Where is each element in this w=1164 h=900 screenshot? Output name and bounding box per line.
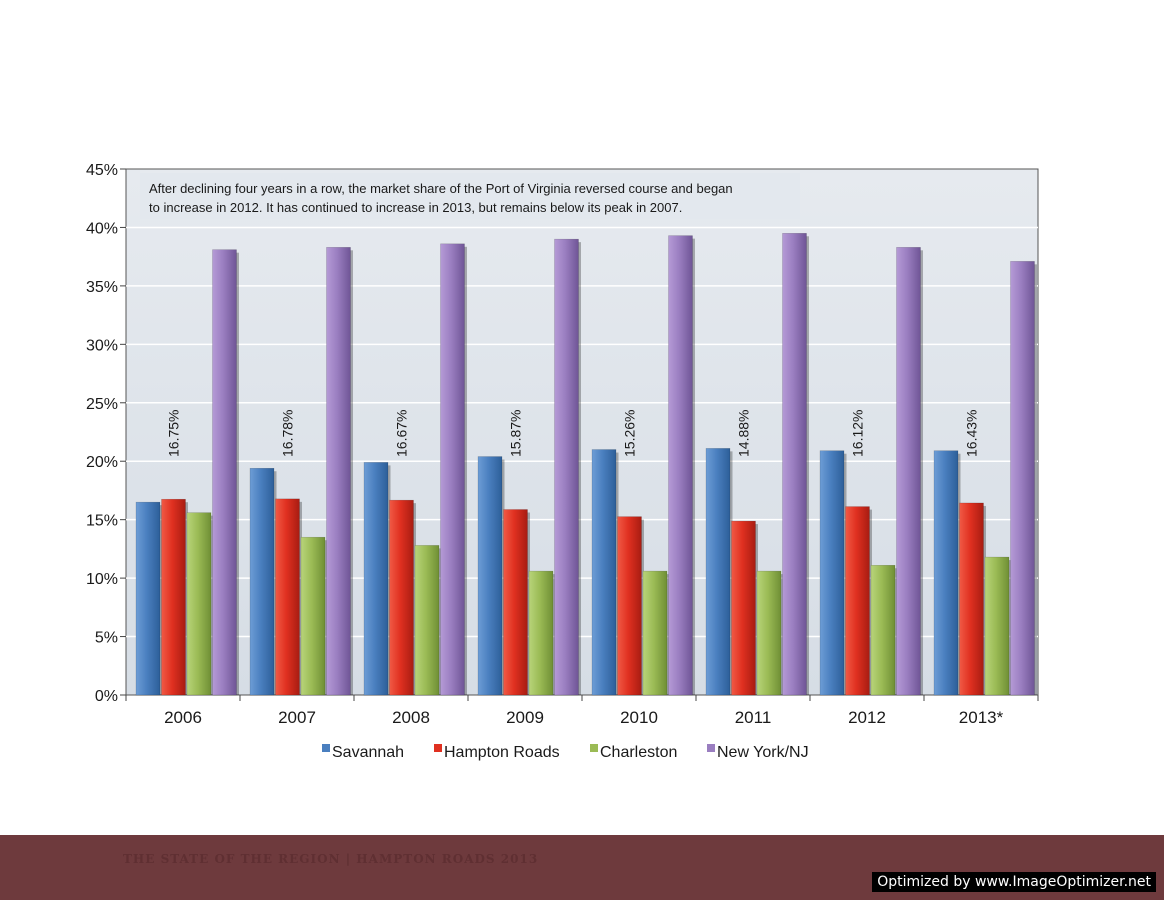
- legend: Savannah Hampton Roads Charleston New York/…: [322, 744, 809, 761]
- x-tick-label: 2011: [735, 708, 772, 727]
- data-label: 14.88%: [736, 410, 752, 457]
- bar: [212, 249, 237, 696]
- bar: [642, 570, 668, 696]
- bars: [135, 233, 1037, 696]
- y-tick-label: 25%: [86, 396, 118, 413]
- bar: [959, 502, 984, 696]
- data-label: 16.12%: [850, 410, 866, 457]
- x-tick-label: 2012: [848, 708, 886, 727]
- y-tick-label: 40%: [86, 220, 118, 237]
- bar: [731, 520, 756, 696]
- bar: [414, 545, 440, 696]
- x-tick-label: 2007: [278, 708, 316, 727]
- legend-swatch: [322, 744, 330, 752]
- bar: [896, 247, 921, 696]
- bar: [668, 235, 693, 696]
- x-tick-label: 2009: [506, 708, 544, 727]
- annotation-box: [140, 173, 800, 219]
- bar: [617, 516, 642, 696]
- bar: [326, 247, 351, 696]
- bar: [389, 499, 414, 696]
- y-tick-label: 10%: [86, 571, 118, 588]
- bar: [135, 501, 161, 696]
- bar: [845, 506, 870, 696]
- bar: [705, 448, 731, 696]
- y-tick-label: 5%: [95, 630, 118, 647]
- x-tick-label: 2010: [620, 708, 658, 727]
- bar: [161, 498, 186, 696]
- data-labels: 16.75% 16.78% 16.67% 15.87% 15.26% 14.88% 16.1…: [166, 410, 980, 457]
- bar: [249, 467, 275, 696]
- annotation-line-2: to increase in 2012. It has continued to…: [149, 200, 682, 215]
- bar: [300, 536, 326, 696]
- legend-label: Hampton Roads: [444, 744, 560, 761]
- bar: [933, 450, 959, 696]
- data-label: 15.87%: [508, 410, 524, 457]
- y-tick-label: 35%: [86, 279, 118, 296]
- x-tick-label: 2013*: [959, 708, 1004, 727]
- x-tick-label: 2008: [392, 708, 430, 727]
- bar: [554, 238, 579, 696]
- bar: [440, 243, 465, 696]
- bar: [819, 450, 845, 696]
- y-tick-label: 0%: [95, 688, 118, 705]
- footer-text: THE STATE OF THE REGION | HAMPTON ROADS …: [123, 852, 539, 866]
- y-tick-label: 20%: [86, 454, 118, 471]
- bar: [186, 512, 212, 696]
- bar: [477, 456, 503, 696]
- bar: [870, 565, 896, 696]
- y-tick-label: 30%: [86, 337, 118, 354]
- x-axis: 2006 2007 2008 2009 2010 2011 2012 2013*: [125, 695, 1039, 727]
- legend-label: Charleston: [600, 744, 677, 761]
- bar: [275, 498, 300, 696]
- bar: [591, 449, 617, 696]
- bar: [503, 509, 528, 696]
- legend-label: New York/NJ: [717, 744, 809, 761]
- data-label: 16.78%: [280, 410, 296, 457]
- bar: [363, 462, 389, 696]
- bar: [1010, 261, 1035, 696]
- watermark: Optimized by www.ImageOptimizer.net: [872, 872, 1156, 892]
- y-tick-label: 15%: [86, 513, 118, 530]
- x-tick-label: 2006: [164, 708, 202, 727]
- annotation-line-1: After declining four years in a row, the…: [149, 181, 733, 196]
- bar: [528, 570, 554, 696]
- data-label: 16.75%: [166, 410, 182, 457]
- legend-swatch: [590, 744, 598, 752]
- data-label: 16.43%: [964, 410, 980, 457]
- bar: [782, 233, 807, 696]
- legend-swatch: [707, 744, 715, 752]
- bar: [756, 570, 782, 696]
- data-label: 16.67%: [394, 410, 410, 457]
- data-label: 15.26%: [622, 410, 638, 457]
- chart: 0% 5% 10% 15% 20% 25% 30% 35% 40% 45% After decli…: [86, 162, 1039, 761]
- legend-label: Savannah: [332, 744, 404, 761]
- legend-swatch: [434, 744, 442, 752]
- y-tick-label: 45%: [86, 162, 118, 179]
- y-axis: 0% 5% 10% 15% 20% 25% 30% 35% 40% 45%: [86, 162, 126, 705]
- bar: [984, 556, 1010, 696]
